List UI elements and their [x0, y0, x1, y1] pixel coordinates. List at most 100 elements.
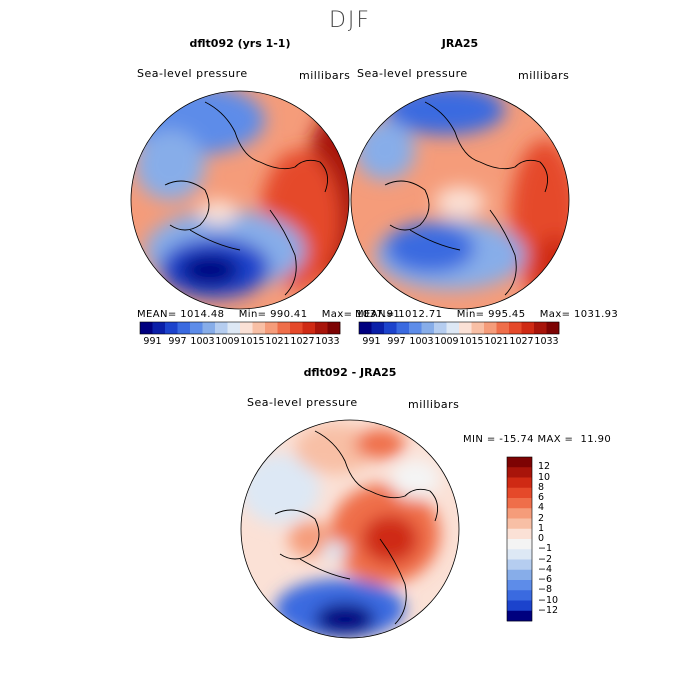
- colorbar-swatch: [507, 590, 532, 601]
- panel2-colorbar: [358, 321, 560, 335]
- colorbar-tick-label: 1027: [290, 336, 315, 347]
- diff-pos-west: [288, 521, 332, 557]
- colorbar-tick-label: −8: [538, 584, 553, 596]
- colorbar-swatch: [152, 322, 166, 334]
- colorbar-swatch: [507, 518, 532, 530]
- diff-variable: Sea-level pressure: [247, 396, 358, 409]
- panel1-low-west: [135, 130, 205, 200]
- panel1-neutral: [198, 200, 238, 224]
- diff-neutral-spot: [323, 541, 347, 561]
- colorbar-swatch: [359, 322, 372, 334]
- colorbar-swatch: [177, 322, 191, 334]
- colorbar-swatch: [240, 322, 253, 334]
- colorbar-swatch: [507, 477, 532, 489]
- colorbar-tick-label: 6: [538, 492, 545, 503]
- colorbar-swatch: [509, 322, 522, 334]
- colorbar-swatch: [471, 322, 485, 334]
- panel1-mean-label: MEAN=: [137, 309, 177, 320]
- panel1-stats: MEAN= 1014.48 Min= 990.41 Max= 1037.91: [137, 309, 400, 320]
- colorbar-tick-label: 991: [362, 336, 381, 347]
- colorbar-tick-label: 4: [538, 502, 545, 514]
- colorbar-swatch: [434, 322, 447, 334]
- panel2-variable: Sea-level pressure: [357, 67, 468, 80]
- panel2-neutral: [435, 187, 485, 217]
- colorbar-swatch: [277, 322, 291, 334]
- season-title: DJF: [328, 8, 372, 33]
- panel2-max: 1031.93: [574, 309, 619, 320]
- panel2-coastlines: [384, 101, 549, 296]
- panel2-units: millibars: [518, 69, 570, 82]
- colorbar-tick-label: 991: [143, 336, 162, 347]
- colorbar-swatch: [534, 322, 547, 334]
- colorbar-tick-label: 1015: [240, 336, 265, 347]
- colorbar-tick-label: 12: [538, 461, 551, 473]
- panel2-min: 995.45: [488, 309, 526, 320]
- colorbar-swatch: [507, 559, 532, 571]
- colorbar-tick-label: 997: [168, 336, 187, 347]
- colorbar-swatch: [265, 322, 278, 334]
- colorbar-tick-label: 10: [538, 471, 551, 483]
- colorbar-tick-label: 1003: [409, 336, 434, 347]
- diff-units: millibars: [408, 398, 460, 411]
- colorbar-swatch: [484, 322, 497, 334]
- colorbar-swatch: [190, 322, 203, 334]
- diff-pos-north: [295, 424, 375, 474]
- colorbar-tick-label: −2: [538, 553, 553, 565]
- colorbar-swatch: [371, 322, 385, 334]
- panel1-max-label: Max=: [321, 309, 353, 320]
- colorbar-tick-label: 1027: [509, 336, 534, 347]
- panel1-mean: 1014.48: [180, 309, 225, 320]
- colorbar-tick-label: 1015: [459, 336, 484, 347]
- colorbar-swatch: [507, 487, 532, 499]
- panel1-min: 990.41: [270, 309, 308, 320]
- diff-coastlines: [274, 430, 439, 625]
- diff-stats: MIN = -15.74 MAX = 11.90: [463, 434, 611, 445]
- panel1-title: dflt092 (yrs 1-1): [189, 37, 291, 50]
- diff-neg-south-core: [315, 603, 375, 635]
- colorbar-swatch: [140, 322, 153, 334]
- panel2-min-label: Min=: [456, 309, 485, 320]
- colorbar-swatch: [507, 549, 532, 560]
- colorbar-tick-label: 1033: [315, 336, 340, 347]
- diff-max-label: MAX =: [537, 434, 574, 445]
- colorbar-tick-label: 1033: [534, 336, 559, 347]
- diff-pos-center-core: [362, 515, 418, 563]
- colorbar-tick-label: 1021: [484, 336, 509, 347]
- diff-zero-ne: [390, 459, 440, 499]
- colorbar-swatch: [421, 322, 435, 334]
- panel2-mean: 1012.71: [398, 309, 443, 320]
- panel2-low-west: [355, 120, 415, 180]
- colorbar-swatch: [202, 322, 216, 334]
- diff-pos-north-core: [355, 429, 405, 459]
- panel1-variable: Sea-level pressure: [137, 67, 248, 80]
- panel2-stats: MEAN= 1012.71 Min= 995.45 Max= 1031.93: [355, 309, 618, 320]
- diff-min-label: MIN =: [463, 434, 496, 445]
- panel1-map: [130, 90, 350, 310]
- panel2-map: [350, 90, 570, 310]
- colorbar-swatch: [507, 498, 532, 509]
- panel2-max-label: Max=: [539, 309, 571, 320]
- colorbar-swatch: [546, 322, 560, 334]
- panel1-max: 1037.91: [356, 309, 401, 320]
- colorbar-swatch: [409, 322, 422, 334]
- colorbar-tick-label: −12: [538, 604, 559, 616]
- colorbar-tick-label: −1: [538, 543, 553, 555]
- colorbar-tick-label: 1003: [190, 336, 215, 347]
- panel1-units: millibars: [299, 69, 351, 82]
- panel1-low-core: [180, 254, 240, 286]
- panel1-colorbar: [139, 321, 341, 335]
- colorbar-swatch: [459, 322, 472, 334]
- colorbar-tick-label: 1009: [434, 336, 459, 347]
- colorbar-swatch: [215, 322, 228, 334]
- colorbar-swatch: [302, 322, 316, 334]
- colorbar-swatch: [446, 322, 460, 334]
- colorbar-tick-label: −4: [538, 563, 553, 575]
- colorbar-tick-label: 1: [538, 522, 545, 534]
- diff-title: dflt092 - JRA25: [303, 366, 397, 379]
- colorbar-tick-label: 997: [387, 336, 406, 347]
- colorbar-swatch: [290, 322, 303, 334]
- colorbar-swatch: [507, 467, 532, 478]
- colorbar-swatch: [384, 322, 397, 334]
- colorbar-swatch: [252, 322, 266, 334]
- colorbar-tick-label: 8: [538, 481, 545, 493]
